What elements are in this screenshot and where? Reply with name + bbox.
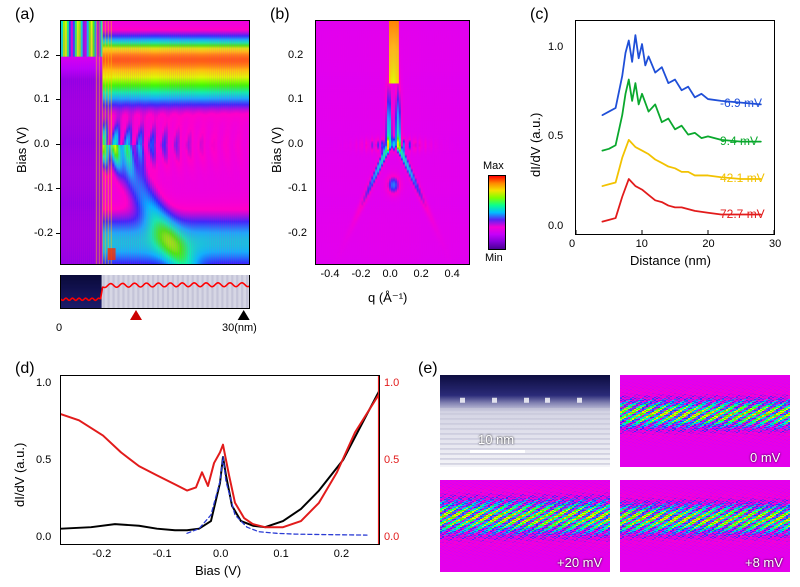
panel-e-label: (e) [418,360,438,378]
panel-c-ylabel: dI/dV (a.u.) [528,80,543,210]
panel-c-label: (c) [530,6,549,24]
panel-d-ylabel: dI/dV (a.u.) [12,410,27,540]
panel-b-label: (b) [270,6,290,24]
panel-a-markers-svg [60,309,250,321]
panel-d-svg [61,376,379,544]
panel-c-svg [576,21,774,234]
panel-d-xlabel: Bias (V) [195,563,241,578]
figure-root: (a) Bias (V) -0.2-0.10.00.10.2 0 30(nm) … [0,0,800,587]
panel-b-colorbar [488,175,506,250]
panel-a-strip [60,275,250,309]
panel-b-svg [316,21,469,264]
panel-a-svg [61,21,249,264]
panel-e-scalebar-label: 10 nm [478,432,514,447]
panel-e-label-8mv: +8 mV [745,555,783,570]
panel-a-label: (a) [15,6,35,24]
panel-d-label: (d) [15,360,35,378]
panel-a-strip-xtick-30: 30(nm) [222,322,257,334]
colorbar-max-label: Max [483,160,504,172]
panel-a-strip-svg [61,275,249,308]
red-triangle-marker [130,310,142,320]
black-triangle-marker [238,310,250,320]
panel-c-xlabel: Distance (nm) [630,253,711,268]
panel-b-xlabel: q (Å⁻¹) [368,290,407,306]
panel-b-fft [315,20,470,265]
colorbar-min-label: Min [485,252,503,264]
panel-b-ylabel: Bias (V) [269,90,284,210]
panel-e-scalebar [470,450,525,453]
panel-a-ylabel: Bias (V) [14,90,29,210]
panel-a-markers [60,309,250,321]
panel-a-strip-xtick-0: 0 [56,322,62,334]
panel-e-label-20mv: +20 mV [557,555,602,570]
panel-a-heatmap [60,20,250,265]
panel-e-label-0mv: 0 mV [750,450,780,465]
panel-e-topo-svg [440,375,610,467]
panel-d-lineplot [60,375,380,545]
panel-c-lineplot [575,20,775,235]
panel-e-topo [440,375,610,467]
